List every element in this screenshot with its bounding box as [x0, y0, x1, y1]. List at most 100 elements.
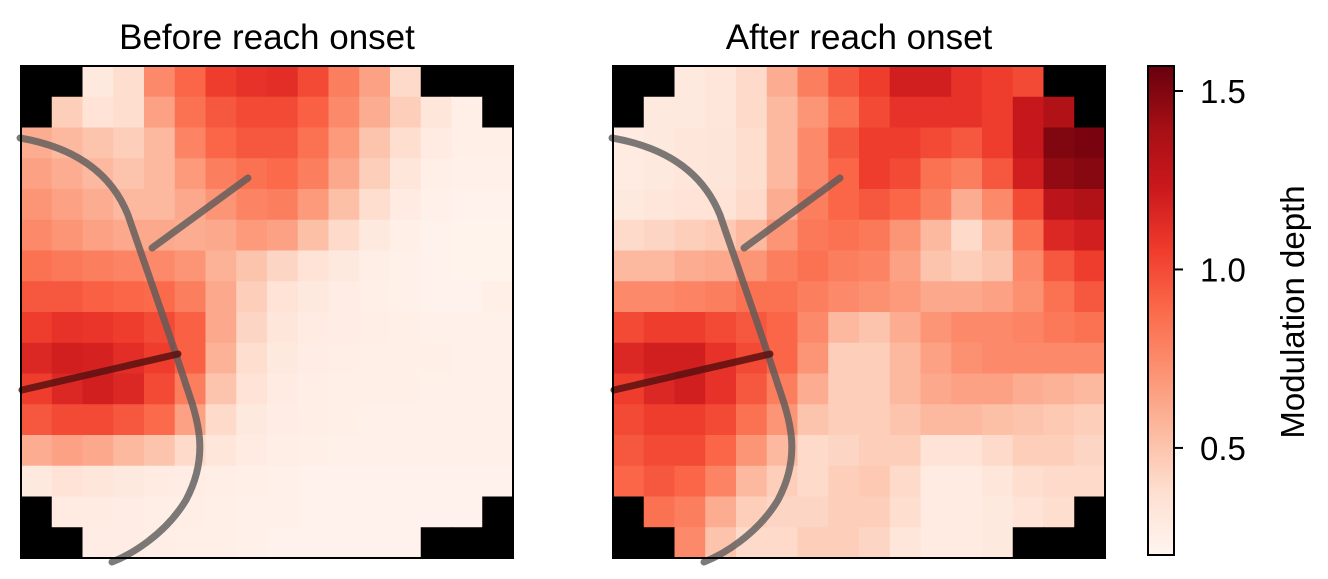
heatmap-cell [613, 158, 645, 190]
heatmap-cell [736, 66, 768, 98]
heatmap-cell [982, 496, 1014, 528]
heatmap-cell [482, 404, 514, 436]
heatmap-cell [482, 465, 514, 498]
heatmap-cell [1074, 250, 1106, 282]
masked-cell [1074, 527, 1106, 559]
heatmap-cell [797, 527, 829, 559]
heatmap-cell [1074, 127, 1106, 159]
masked-cell [613, 496, 645, 528]
heatmap-cell [982, 281, 1014, 313]
heatmap-cell [21, 404, 53, 436]
heatmap-cell [144, 404, 176, 436]
heatmap-cell [889, 312, 922, 344]
heatmap-cell [859, 96, 891, 129]
heatmap-cell [297, 250, 330, 282]
heatmap-cell [766, 250, 799, 282]
heatmap-cell [920, 373, 952, 405]
heatmap-cell [236, 250, 268, 282]
heatmap-cell [1074, 312, 1106, 344]
heatmap-cell [1012, 373, 1045, 405]
heatmap-cell [982, 435, 1014, 467]
heatmap-cell [1012, 404, 1045, 436]
heatmap-cell [797, 342, 829, 375]
heatmap-cell [920, 527, 952, 559]
heatmap-cell [390, 127, 422, 159]
heatmap-cell [390, 158, 422, 190]
heatmap-cell [859, 127, 891, 159]
heatmap-cell [359, 496, 391, 528]
heatmap-cell [643, 96, 676, 129]
heatmap-cell [766, 66, 799, 98]
heatmap-cell [236, 127, 268, 159]
heatmap-cell [1043, 189, 1075, 221]
heatmap-cell [390, 189, 422, 221]
heatmap-cell [828, 219, 860, 252]
heatmap-cell [451, 96, 483, 129]
heatmap-cell [236, 281, 268, 313]
heatmap-cell [859, 66, 891, 98]
heatmap-cell [236, 96, 268, 129]
masked-cell [643, 527, 676, 559]
heatmap-cell [889, 250, 922, 282]
heatmap-cell [21, 312, 53, 344]
heatmap-cell [236, 189, 268, 221]
heatmap-cell [420, 342, 453, 375]
heatmap-cell [297, 66, 330, 98]
heatmap-cell [390, 496, 422, 528]
heatmap-cell [736, 158, 768, 190]
masked-cell [451, 66, 483, 98]
heatmap-cell [51, 219, 84, 252]
heatmap-cell [420, 281, 453, 313]
sulcus-branch [148, 174, 252, 252]
heatmap-cell [1043, 496, 1075, 528]
heatmap-cell [113, 158, 145, 190]
heatmap-cell [451, 342, 483, 375]
heatmap-cell [51, 281, 84, 313]
heatmap-cell [982, 465, 1014, 498]
masked-cell [420, 527, 453, 559]
heatmap-cell [982, 219, 1014, 252]
heatmap-cell [236, 465, 268, 498]
heatmap-cell [951, 66, 983, 98]
heatmap-cell [613, 250, 645, 282]
heatmap-cell [21, 342, 53, 375]
heatmap-cell [236, 435, 268, 467]
heatmap-cell [1043, 281, 1075, 313]
heatmap-cell [613, 465, 645, 498]
heatmap-cell [51, 465, 84, 498]
heatmap-cell [951, 435, 983, 467]
heatmap-cell [1043, 435, 1075, 467]
heatmap-cell [828, 373, 860, 405]
heatmap-cell [797, 465, 829, 498]
sulcus-curve [608, 134, 796, 566]
masked-cell [482, 66, 514, 98]
heatmap-cell [451, 158, 483, 190]
heatmap-cell [736, 96, 768, 129]
heatmap-cell [205, 527, 237, 559]
heatmap-cell [174, 127, 207, 159]
heatmap-cell [328, 373, 360, 405]
heatmap-cell [205, 496, 237, 528]
heatmap-cell [482, 312, 514, 344]
heatmap-cell [390, 66, 422, 98]
heatmap-cell [297, 127, 330, 159]
heatmap-cell [328, 312, 360, 344]
heatmap-cell [705, 127, 737, 159]
heatmap-cell [420, 250, 453, 282]
panel-title-before: Before reach onset [119, 18, 415, 57]
sulcus-curve [16, 134, 204, 566]
heatmap-cell [174, 96, 207, 129]
heatmap-cell [82, 373, 114, 405]
heatmap-cell [1012, 496, 1045, 528]
heatmap-cell [951, 465, 983, 498]
heatmap-cell [674, 527, 706, 559]
heatmap-cell [113, 281, 145, 313]
heatmap-cell [889, 496, 922, 528]
masked-cell [1074, 66, 1106, 98]
heatmap-cell [889, 527, 922, 559]
heatmap-cell [482, 435, 514, 467]
heatmap-cell [951, 158, 983, 190]
heatmap-cell [236, 373, 268, 405]
heatmap-cell [613, 342, 645, 375]
